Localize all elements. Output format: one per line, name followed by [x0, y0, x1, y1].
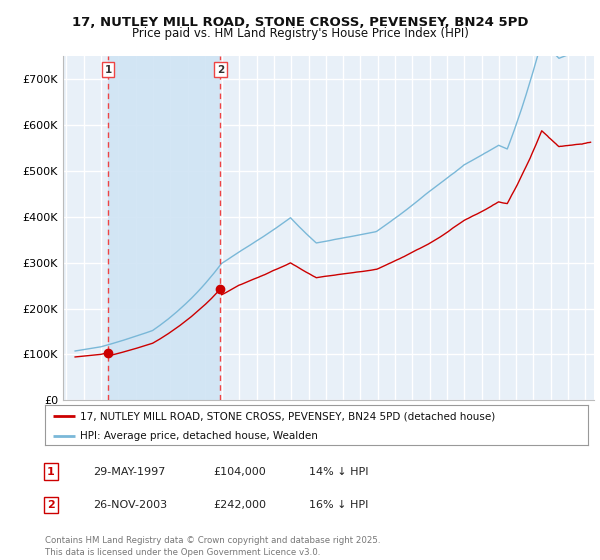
- Text: Price paid vs. HM Land Registry's House Price Index (HPI): Price paid vs. HM Land Registry's House …: [131, 27, 469, 40]
- Text: 1: 1: [104, 64, 112, 74]
- Bar: [108, 56, 220, 400]
- Text: 1: 1: [47, 466, 55, 477]
- Text: 17, NUTLEY MILL ROAD, STONE CROSS, PEVENSEY, BN24 5PD: 17, NUTLEY MILL ROAD, STONE CROSS, PEVEN…: [72, 16, 528, 29]
- Text: 16% ↓ HPI: 16% ↓ HPI: [309, 500, 368, 510]
- Text: Contains HM Land Registry data © Crown copyright and database right 2025.
This d: Contains HM Land Registry data © Crown c…: [45, 536, 380, 557]
- Text: 26-NOV-2003: 26-NOV-2003: [93, 500, 167, 510]
- Text: £242,000: £242,000: [213, 500, 266, 510]
- Text: 29-MAY-1997: 29-MAY-1997: [93, 466, 166, 477]
- Text: 2: 2: [47, 500, 55, 510]
- Text: £104,000: £104,000: [213, 466, 266, 477]
- Text: 14% ↓ HPI: 14% ↓ HPI: [309, 466, 368, 477]
- Text: HPI: Average price, detached house, Wealden: HPI: Average price, detached house, Weal…: [80, 431, 318, 441]
- Text: 2: 2: [217, 64, 224, 74]
- Text: 17, NUTLEY MILL ROAD, STONE CROSS, PEVENSEY, BN24 5PD (detached house): 17, NUTLEY MILL ROAD, STONE CROSS, PEVEN…: [80, 411, 496, 421]
